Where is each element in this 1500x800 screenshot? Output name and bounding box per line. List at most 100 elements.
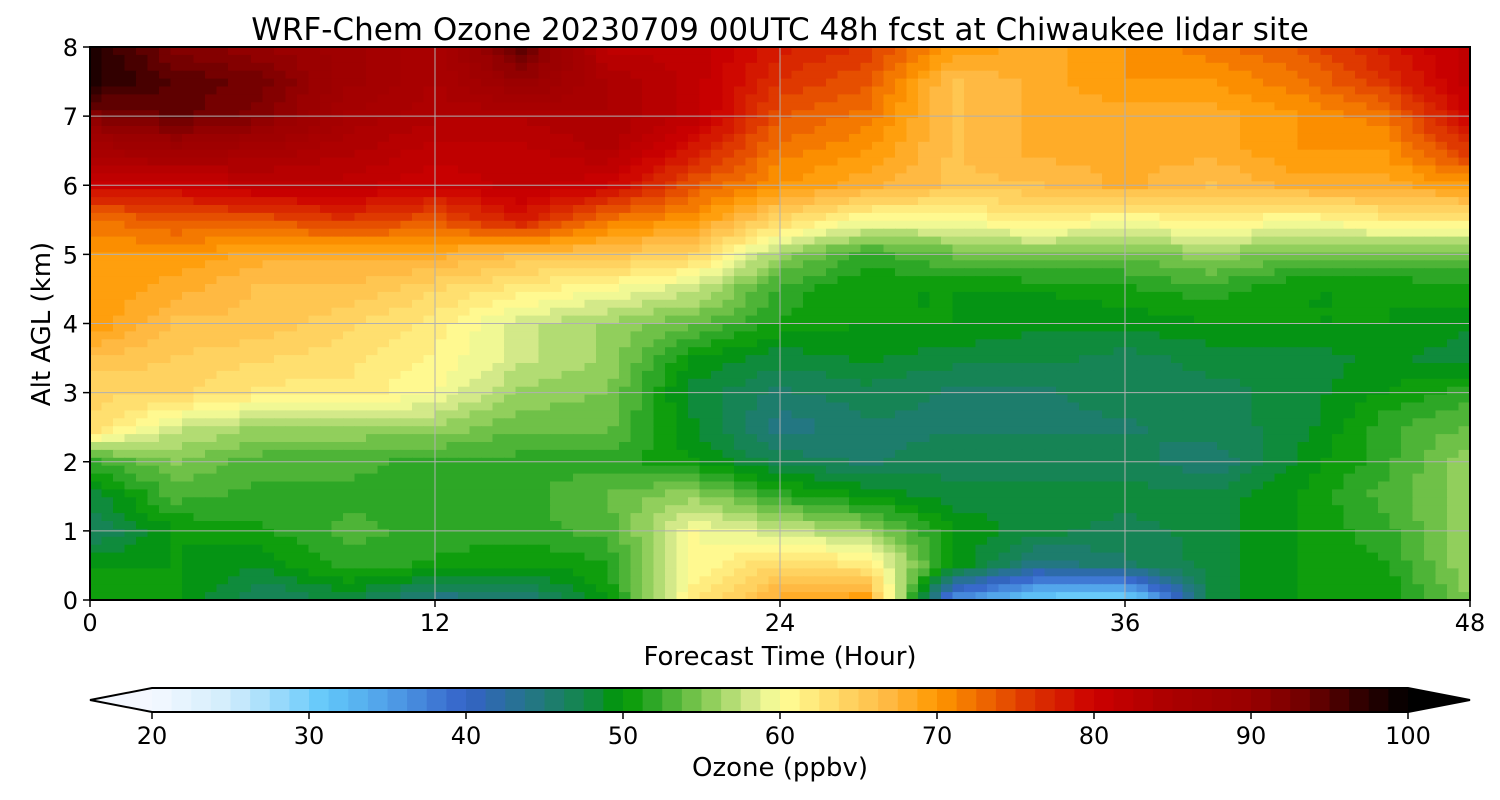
heatmap-cell	[906, 212, 919, 222]
heatmap-cell	[90, 197, 103, 206]
heatmap-cell	[527, 212, 540, 222]
heatmap-cell	[446, 236, 459, 246]
heatmap-cell	[883, 339, 896, 348]
heatmap-cell	[1205, 284, 1218, 293]
heatmap-cell	[1286, 149, 1299, 159]
heatmap-cell	[297, 197, 310, 206]
heatmap-cell	[1389, 323, 1402, 332]
heatmap-cell	[849, 205, 862, 214]
heatmap-cell	[780, 331, 793, 340]
heatmap-cell	[389, 212, 402, 222]
heatmap-cell	[998, 307, 1011, 317]
heatmap-cell	[101, 205, 114, 214]
heatmap-cell	[343, 126, 356, 135]
heatmap-cell	[343, 205, 356, 214]
heatmap-cell	[136, 299, 149, 309]
heatmap-cell	[262, 133, 275, 143]
heatmap-cell	[1412, 110, 1425, 119]
heatmap-cell	[481, 284, 494, 293]
heatmap-cell	[964, 260, 977, 269]
heatmap-cell	[895, 197, 908, 206]
heatmap-cell	[400, 276, 413, 285]
heatmap-cell	[550, 118, 563, 127]
heatmap-cell	[400, 284, 413, 293]
heatmap-cell	[1286, 268, 1299, 277]
heatmap-cell	[446, 86, 459, 95]
heatmap-cell	[1228, 331, 1241, 340]
heatmap-cell	[435, 276, 448, 285]
heatmap-cell	[826, 118, 839, 127]
heatmap-cell	[515, 197, 528, 206]
heatmap-cell	[1401, 339, 1414, 348]
heatmap-cell	[1021, 276, 1034, 285]
heatmap-cell	[941, 126, 954, 135]
heatmap-cell	[1263, 307, 1276, 317]
heatmap-cell	[964, 141, 977, 151]
heatmap-cell	[285, 157, 298, 167]
heatmap-cell	[918, 47, 931, 56]
heatmap-cell	[860, 291, 873, 301]
heatmap-cell	[1010, 212, 1023, 222]
heatmap-cell	[780, 189, 793, 198]
heatmap-cell	[469, 315, 482, 325]
heatmap-cell	[124, 220, 137, 230]
heatmap-cell	[665, 331, 678, 340]
heatmap-cell	[550, 86, 563, 95]
heatmap-cell	[998, 315, 1011, 325]
heatmap-cell	[1263, 197, 1276, 206]
heatmap-cell	[1033, 78, 1046, 88]
heatmap-cell	[1343, 268, 1356, 277]
heatmap-cell	[170, 157, 183, 167]
heatmap-cell	[285, 276, 298, 285]
heatmap-cell	[228, 70, 241, 80]
heatmap-cell	[274, 47, 287, 56]
heatmap-cell	[1343, 347, 1356, 356]
heatmap-cell	[481, 141, 494, 151]
heatmap-cell	[182, 323, 195, 332]
heatmap-cell	[1090, 133, 1103, 143]
heatmap-cell	[1401, 244, 1414, 253]
heatmap-cell	[883, 323, 896, 332]
heatmap-cell	[837, 339, 850, 348]
heatmap-cell	[1136, 331, 1149, 340]
heatmap-cell	[780, 347, 793, 356]
heatmap-cell	[101, 149, 114, 159]
heatmap-cell	[1136, 110, 1149, 119]
heatmap-cell	[274, 291, 287, 301]
heatmap-cell	[239, 157, 252, 167]
heatmap-cell	[757, 236, 770, 246]
heatmap-cell	[952, 70, 965, 80]
heatmap-cell	[1171, 307, 1184, 317]
heatmap-cell	[1240, 47, 1253, 56]
heatmap-cell	[1056, 110, 1069, 119]
heatmap-cell	[538, 220, 551, 230]
heatmap-cell	[1297, 284, 1310, 293]
heatmap-cell	[274, 299, 287, 309]
heatmap-cell	[550, 315, 563, 325]
heatmap-cell	[745, 86, 758, 95]
heatmap-cell	[1424, 228, 1437, 238]
heatmap-cell	[780, 54, 793, 64]
heatmap-cell	[1159, 323, 1172, 332]
heatmap-cell	[1056, 133, 1069, 143]
heatmap-cell	[159, 110, 172, 119]
heatmap-cell	[1447, 355, 1460, 364]
heatmap-cell	[515, 363, 528, 372]
heatmap-cell	[1251, 260, 1264, 269]
heatmap-cell	[596, 228, 609, 238]
heatmap-cell	[1148, 347, 1161, 356]
heatmap-cell	[1412, 173, 1425, 182]
heatmap-cell	[676, 54, 689, 64]
heatmap-cell	[1102, 189, 1115, 198]
heatmap-cell	[1079, 228, 1092, 238]
heatmap-cell	[1010, 284, 1023, 293]
heatmap-cell	[998, 62, 1011, 72]
heatmap-cell	[964, 205, 977, 214]
heatmap-cell	[136, 268, 149, 277]
heatmap-cell	[757, 355, 770, 364]
heatmap-cell	[389, 133, 402, 143]
heatmap-cell	[1401, 363, 1414, 372]
heatmap-cell	[757, 363, 770, 372]
heatmap-cell	[1389, 118, 1402, 127]
heatmap-cell	[515, 149, 528, 159]
